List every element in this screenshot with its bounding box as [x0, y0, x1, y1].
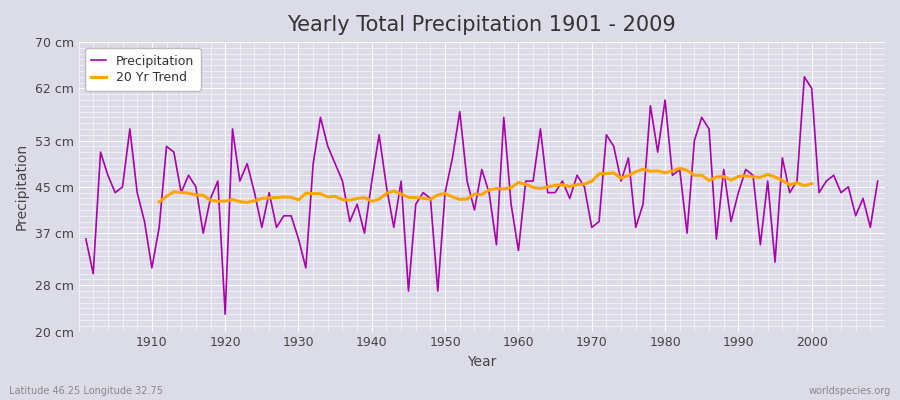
Precipitation: [513, 248, 524, 253]
X-axis label: Year: Year: [467, 355, 497, 369]
Precipitation: [352, 202, 363, 207]
Precipitation: [608, 144, 619, 149]
Precipitation: [140, 219, 150, 224]
Precipitation: [220, 312, 230, 317]
20 Yr Trend: [616, 176, 626, 180]
Precipitation: [872, 179, 883, 184]
20 Yr Trend: [725, 178, 736, 182]
Line: Precipitation: Precipitation: [86, 77, 878, 314]
Title: Yearly Total Precipitation 1901 - 2009: Yearly Total Precipitation 1901 - 2009: [287, 15, 676, 35]
Legend: Precipitation, 20 Yr Trend: Precipitation, 20 Yr Trend: [85, 48, 201, 91]
Precipitation: [520, 179, 531, 184]
20 Yr Trend: [359, 195, 370, 200]
Precipitation: [80, 236, 91, 241]
20 Yr Trend: [242, 200, 253, 205]
Precipitation: [308, 161, 319, 166]
Precipitation: [799, 74, 810, 79]
20 Yr Trend: [792, 180, 803, 185]
Text: Latitude 46.25 Longitude 32.75: Latitude 46.25 Longitude 32.75: [9, 386, 163, 396]
20 Yr Trend: [674, 166, 685, 171]
20 Yr Trend: [249, 198, 260, 203]
20 Yr Trend: [711, 175, 722, 180]
Line: 20 Yr Trend: 20 Yr Trend: [159, 168, 812, 202]
20 Yr Trend: [154, 200, 165, 204]
Text: worldspecies.org: worldspecies.org: [809, 386, 891, 396]
20 Yr Trend: [806, 181, 817, 186]
Y-axis label: Precipitation: Precipitation: [15, 143, 29, 230]
